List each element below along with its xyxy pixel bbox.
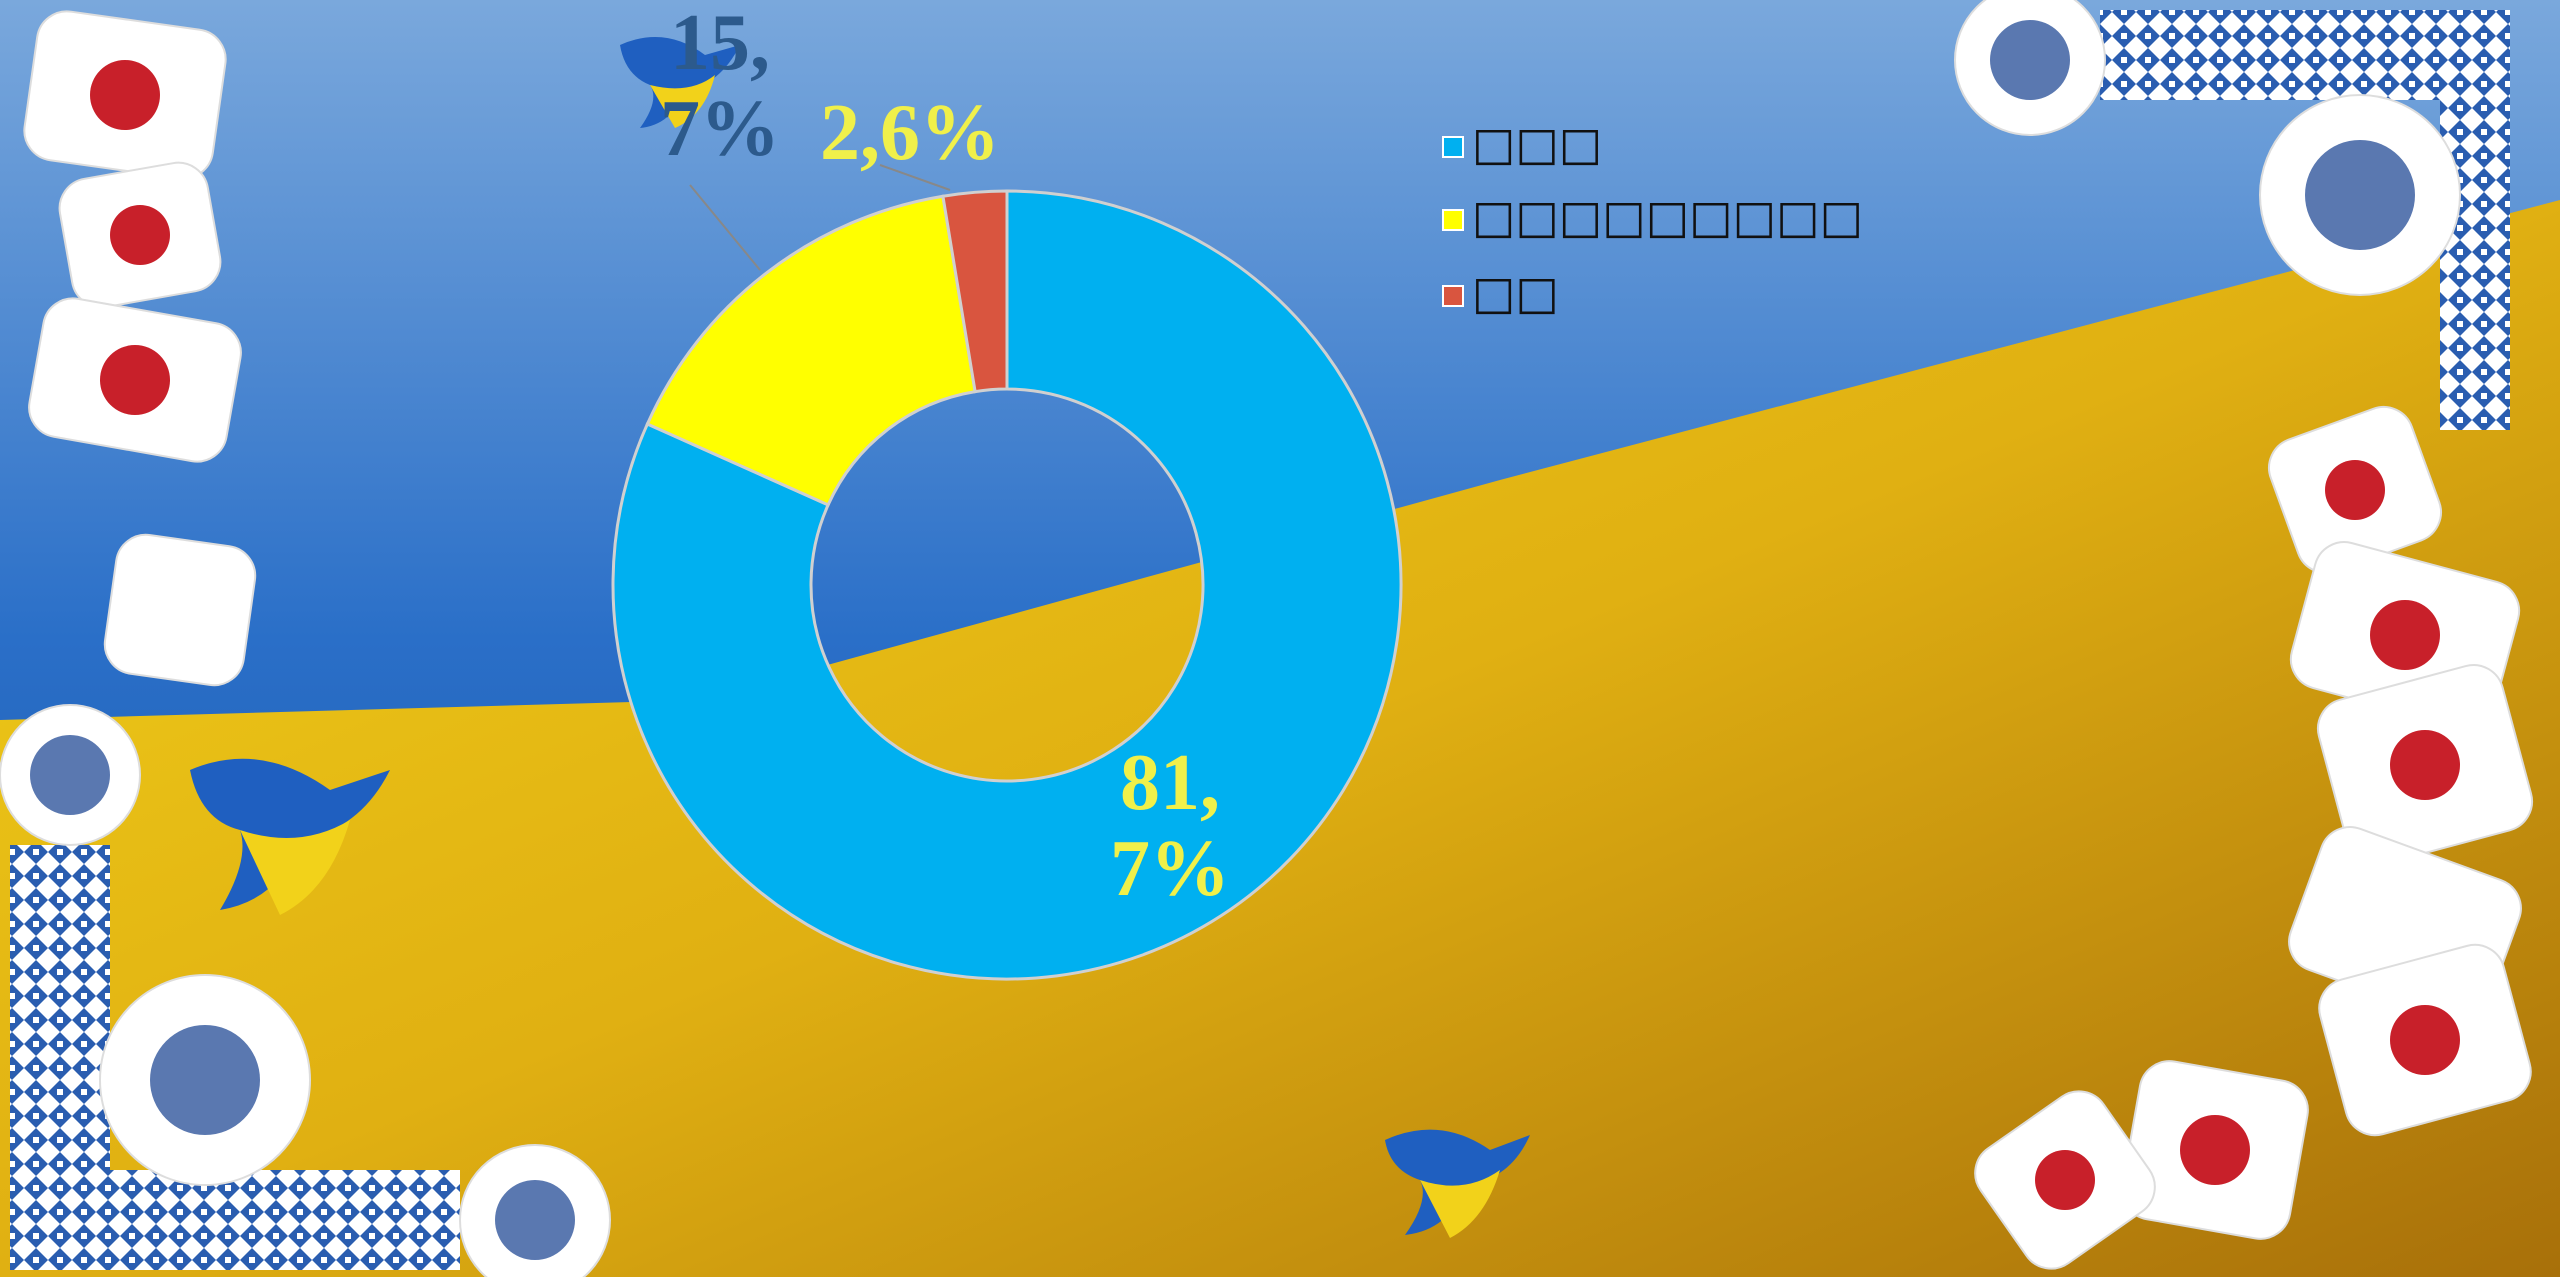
donut-segment xyxy=(645,194,977,507)
donut-segment xyxy=(941,189,1009,394)
data-label: 81,7% xyxy=(1110,739,1230,913)
donut-segment xyxy=(611,189,1403,981)
legend-swatch xyxy=(1442,136,1464,158)
leader-line xyxy=(689,184,761,271)
donut xyxy=(611,189,1403,981)
dove xyxy=(1385,1129,1530,1238)
data-label: 2,6% xyxy=(820,89,1000,177)
legend-swatch xyxy=(1442,285,1464,307)
data-label: 15,7% xyxy=(660,0,780,173)
legend: □□□□□□□□□□□□□□ xyxy=(1442,117,1863,320)
dove xyxy=(620,37,740,128)
border-ornament xyxy=(10,1170,460,1270)
border-ornament xyxy=(2100,10,2500,100)
legend-label: □□□□□□□□□ xyxy=(1472,190,1863,244)
ornament-motifs xyxy=(90,60,2460,1210)
leader-line xyxy=(879,164,951,191)
legend-label: □□ xyxy=(1472,266,1559,320)
ornament-motifs xyxy=(30,20,2415,1260)
legend-label: □□□ xyxy=(1472,117,1602,171)
legend-swatch xyxy=(1442,209,1464,231)
dove xyxy=(190,758,390,915)
